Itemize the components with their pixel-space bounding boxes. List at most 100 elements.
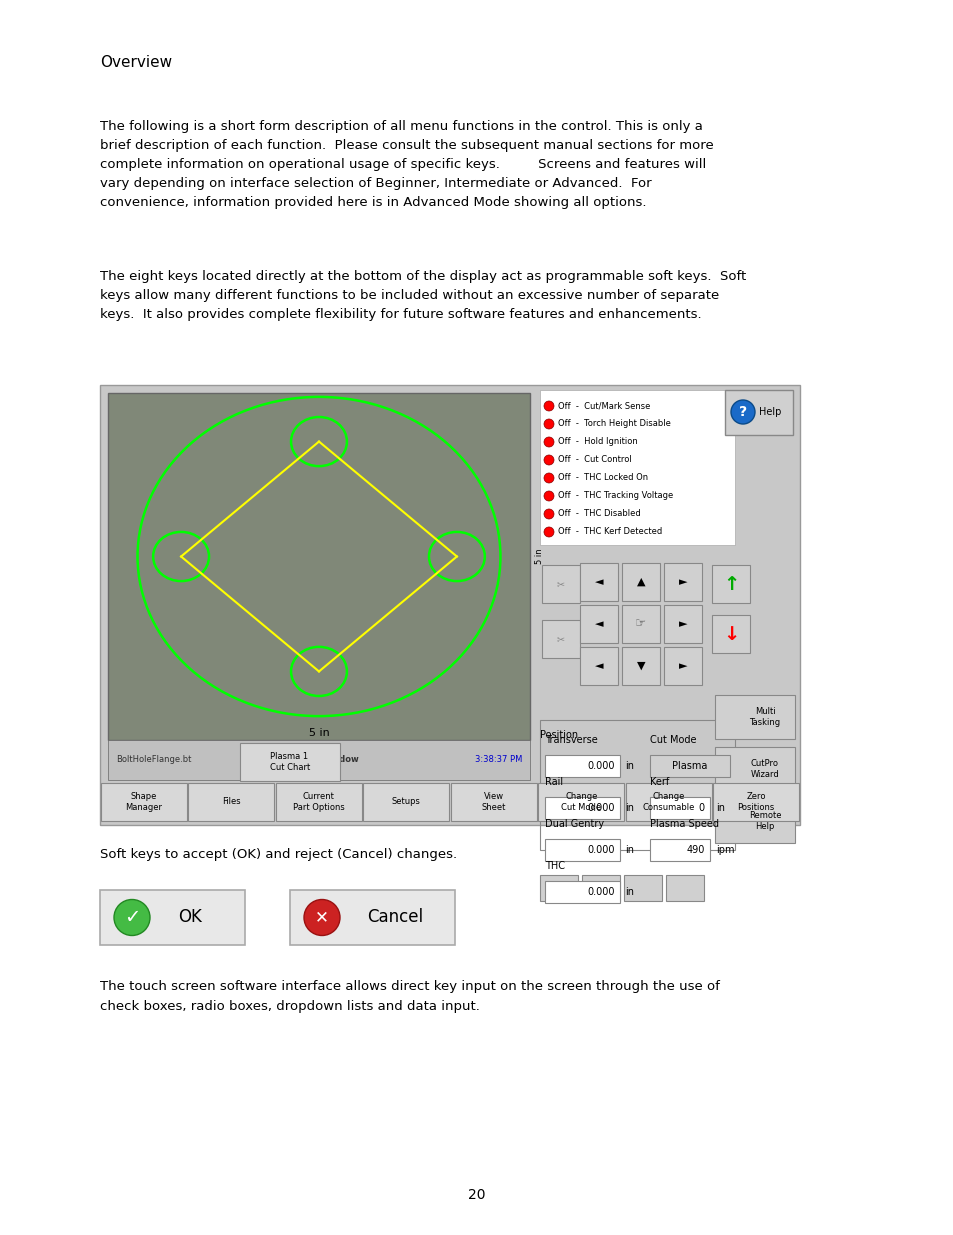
FancyBboxPatch shape [663,647,701,685]
FancyBboxPatch shape [579,563,618,601]
Text: ✂: ✂ [557,579,564,589]
Text: 5 in: 5 in [309,727,329,739]
Text: ►: ► [678,577,686,587]
FancyBboxPatch shape [711,615,749,653]
Text: Off  -  Torch Height Disable: Off - Torch Height Disable [558,420,670,429]
FancyBboxPatch shape [623,876,661,902]
Circle shape [304,899,339,935]
FancyBboxPatch shape [713,783,799,821]
Circle shape [543,454,554,466]
Text: Plasma 1
Cut Chart: Plasma 1 Cut Chart [270,752,310,772]
Text: vary depending on interface selection of Beginner, Intermediate or Advanced.  Fo: vary depending on interface selection of… [100,177,651,190]
FancyBboxPatch shape [544,881,619,903]
FancyBboxPatch shape [714,747,794,790]
Text: BoltHoleFlange.bt: BoltHoleFlange.bt [116,756,192,764]
Text: Off  -  Cut/Mark Sense: Off - Cut/Mark Sense [558,401,650,410]
Text: Off  -  THC Tracking Voltage: Off - THC Tracking Voltage [558,492,673,500]
Text: complete information on operational usage of specific keys.         Screens and : complete information on operational usag… [100,158,705,170]
Text: ▼: ▼ [636,661,644,671]
FancyBboxPatch shape [714,695,794,739]
Text: Off  -  Hold Ignition: Off - Hold Ignition [558,437,638,447]
FancyBboxPatch shape [724,390,792,435]
Text: Setups: Setups [392,798,420,806]
Text: Remote
Help: Remote Help [748,811,781,831]
Text: The following is a short form description of all menu functions in the control. : The following is a short form descriptio… [100,120,702,133]
Text: Zero
Positions: Zero Positions [737,793,774,811]
Circle shape [543,492,554,501]
Text: ↓: ↓ [722,625,739,643]
Text: brief description of each function.  Please consult the subsequent manual sectio: brief description of each function. Plea… [100,140,713,152]
Text: in: in [624,845,634,855]
FancyBboxPatch shape [363,783,449,821]
Text: Change
Cut Mode: Change Cut Mode [560,793,600,811]
Text: check boxes, radio boxes, dropdown lists and data input.: check boxes, radio boxes, dropdown lists… [100,1000,479,1013]
Text: Off  -  THC Disabled: Off - THC Disabled [558,510,640,519]
Text: Cancel: Cancel [367,909,422,926]
Circle shape [543,473,554,483]
Text: ☞: ☞ [635,618,646,631]
Text: CutPro
Wizard: CutPro Wizard [750,760,779,779]
Circle shape [543,527,554,537]
FancyBboxPatch shape [108,740,530,781]
Circle shape [730,400,754,424]
FancyBboxPatch shape [579,605,618,643]
Text: ✂: ✂ [557,634,564,643]
FancyBboxPatch shape [275,783,361,821]
FancyBboxPatch shape [544,797,619,819]
Text: ✓: ✓ [124,908,140,927]
Text: Change
Consumable: Change Consumable [642,793,694,811]
FancyBboxPatch shape [544,755,619,777]
FancyBboxPatch shape [101,783,186,821]
FancyBboxPatch shape [541,564,579,603]
FancyBboxPatch shape [621,647,659,685]
FancyBboxPatch shape [108,393,530,740]
Text: 0.000: 0.000 [587,761,615,771]
Text: The touch screen software interface allows direct key input on the screen throug: The touch screen software interface allo… [100,981,720,993]
Text: Shape
Manager: Shape Manager [125,793,162,811]
FancyBboxPatch shape [537,783,623,821]
FancyBboxPatch shape [621,563,659,601]
FancyBboxPatch shape [539,876,578,902]
Text: Preview Window: Preview Window [279,756,358,764]
Text: ◄: ◄ [594,619,602,629]
FancyBboxPatch shape [625,783,711,821]
Text: ✕: ✕ [314,909,329,926]
Text: 0.000: 0.000 [587,803,615,813]
Text: Off  -  Cut Control: Off - Cut Control [558,456,631,464]
FancyBboxPatch shape [649,755,729,777]
Text: in: in [624,887,634,897]
Text: ↑: ↑ [722,574,739,594]
FancyBboxPatch shape [541,620,579,658]
FancyBboxPatch shape [240,743,339,781]
FancyBboxPatch shape [665,876,703,902]
Text: 0: 0 [699,803,704,813]
Text: in: in [716,803,724,813]
Text: Kerf: Kerf [649,777,669,787]
FancyBboxPatch shape [649,797,709,819]
FancyBboxPatch shape [714,799,794,844]
Text: 0.000: 0.000 [587,887,615,897]
Text: Off  -  THC Kerf Detected: Off - THC Kerf Detected [558,527,661,536]
Text: View
Sheet: View Sheet [481,793,505,811]
Text: Help: Help [758,408,781,417]
FancyBboxPatch shape [663,563,701,601]
FancyBboxPatch shape [544,839,619,861]
Text: ►: ► [678,619,686,629]
Text: Overview: Overview [100,56,172,70]
Text: keys.  It also provides complete flexibility for future software features and en: keys. It also provides complete flexibil… [100,308,700,321]
Text: convenience, information provided here is in Advanced Mode showing all options.: convenience, information provided here i… [100,196,646,209]
Circle shape [113,899,150,935]
Text: THC: THC [544,861,564,871]
FancyBboxPatch shape [189,783,274,821]
FancyBboxPatch shape [539,390,734,545]
Text: 3:38:37 PM: 3:38:37 PM [475,756,521,764]
Text: Transverse: Transverse [544,735,598,745]
Text: The eight keys located directly at the bottom of the display act as programmable: The eight keys located directly at the b… [100,270,745,283]
Text: Current
Part Options: Current Part Options [293,793,344,811]
Text: 490: 490 [686,845,704,855]
Circle shape [543,437,554,447]
Text: 5 in: 5 in [535,548,543,564]
FancyBboxPatch shape [663,605,701,643]
Text: ipm: ipm [716,845,734,855]
FancyBboxPatch shape [290,890,455,945]
